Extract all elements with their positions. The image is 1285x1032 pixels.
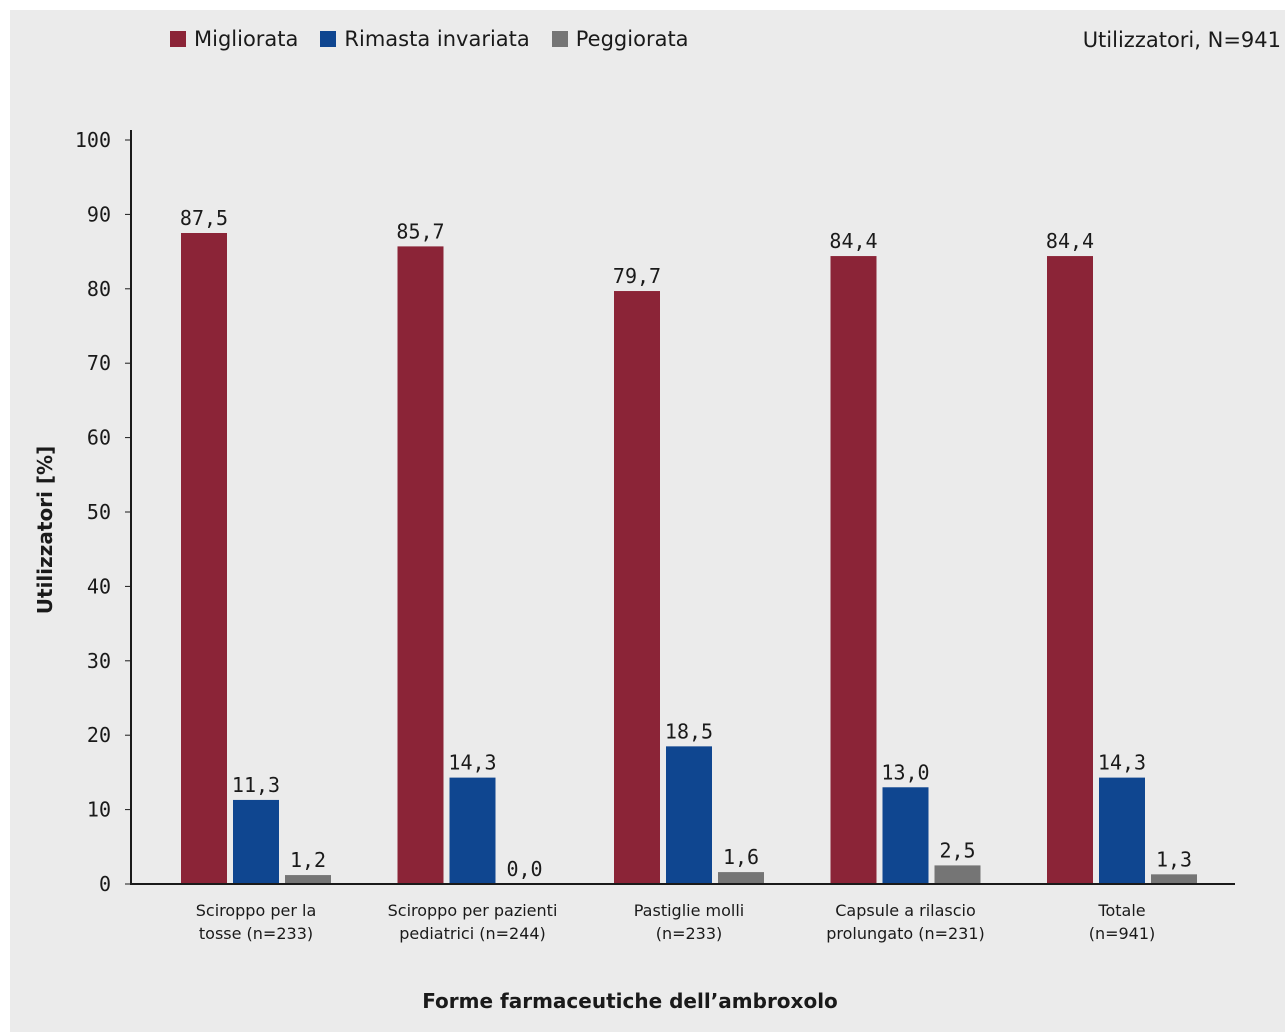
bar-migliorata [1047, 256, 1093, 885]
category-label: Sciroppo per la [196, 901, 317, 920]
chart-subtitle: Utilizzatori, N=941 [1082, 28, 1281, 52]
data-label-migliorata: 84,4 [829, 229, 877, 253]
data-label-rimasta-invariata: 13,0 [881, 760, 929, 784]
category-label: (n=233) [656, 924, 723, 943]
data-label-migliorata: 87,5 [180, 206, 228, 230]
legend-swatch-migliorata [170, 31, 186, 47]
legend-item-migliorata: Migliorata [170, 27, 298, 51]
y-tick-label: 30 [87, 649, 111, 673]
bar-migliorata [614, 291, 660, 885]
legend-label-migliorata: Migliorata [194, 27, 299, 51]
legend-swatch-rimasta-invariata [320, 31, 337, 47]
bar-rimasta-invariata [882, 787, 929, 884]
data-label-peggiorata: 1,3 [1156, 847, 1192, 871]
y-tick-label: 60 [87, 426, 111, 450]
data-label-peggiorata: 2,5 [939, 838, 975, 862]
category-label: pediatrici (n=244) [399, 924, 546, 943]
y-tick-label: 40 [87, 574, 111, 598]
y-tick-label: 80 [87, 277, 111, 301]
legend-item-peggiorata: Peggiorata [551, 27, 689, 51]
bar-rimasta-invariata [449, 777, 496, 884]
y-tick-label: 100 [75, 128, 111, 152]
data-label-rimasta-invariata: 18,5 [665, 719, 713, 743]
data-label-rimasta-invariata: 14,3 [448, 751, 496, 775]
y-tick-label: 20 [87, 723, 111, 747]
category-label: (n=941) [1089, 924, 1156, 943]
bar-rimasta-invariata [666, 746, 712, 884]
bar-migliorata [181, 233, 227, 884]
bar-migliorata [397, 246, 444, 885]
data-label-migliorata: 85,7 [396, 219, 444, 243]
x-axis-title: Forme farmaceutiche dell’ambroxolo [422, 989, 838, 1013]
category-label: Sciroppo per pazienti [388, 901, 558, 920]
y-tick-label: 90 [87, 202, 111, 226]
y-tick-label: 50 [87, 500, 111, 524]
category-label: prolungato (n=231) [826, 924, 985, 943]
legend-item-rimasta-invariata: Rimasta invariata [320, 27, 530, 51]
bar-peggiorata [1151, 874, 1197, 884]
legend-label-peggiorata: Peggiorata [575, 27, 689, 51]
legend: Migliorata Rimasta invariata Peggiorata [170, 27, 711, 51]
category-label: Totale [1097, 901, 1145, 920]
y-tick-label: 10 [87, 798, 111, 822]
bar-peggiorata [285, 875, 331, 884]
y-axis-title: Utilizzatori [%] [33, 446, 57, 614]
category-label: Capsule a rilascio [835, 901, 976, 920]
bar-rimasta-invariata [233, 799, 279, 884]
data-label-migliorata: 84,4 [1046, 229, 1094, 253]
data-label-rimasta-invariata: 14,3 [1098, 751, 1146, 775]
data-label-peggiorata: 1,2 [290, 848, 326, 872]
data-label-peggiorata: 1,6 [723, 845, 759, 869]
y-tick-label: 70 [87, 351, 111, 375]
data-label-rimasta-invariata: 11,3 [232, 773, 280, 797]
bar-peggiorata [934, 865, 981, 884]
data-label-peggiorata: 0,0 [506, 857, 542, 881]
bar-rimasta-invariata [1099, 777, 1145, 884]
category-label: Pastiglie molli [634, 901, 744, 920]
legend-swatch-peggiorata [551, 31, 568, 47]
data-label-migliorata: 79,7 [613, 264, 661, 288]
category-label: tosse (n=233) [199, 924, 313, 943]
legend-label-rimasta-invariata: Rimasta invariata [344, 27, 530, 51]
bar-migliorata [830, 256, 877, 885]
bar-peggiorata [718, 872, 764, 884]
y-tick-label: 0 [99, 872, 111, 896]
